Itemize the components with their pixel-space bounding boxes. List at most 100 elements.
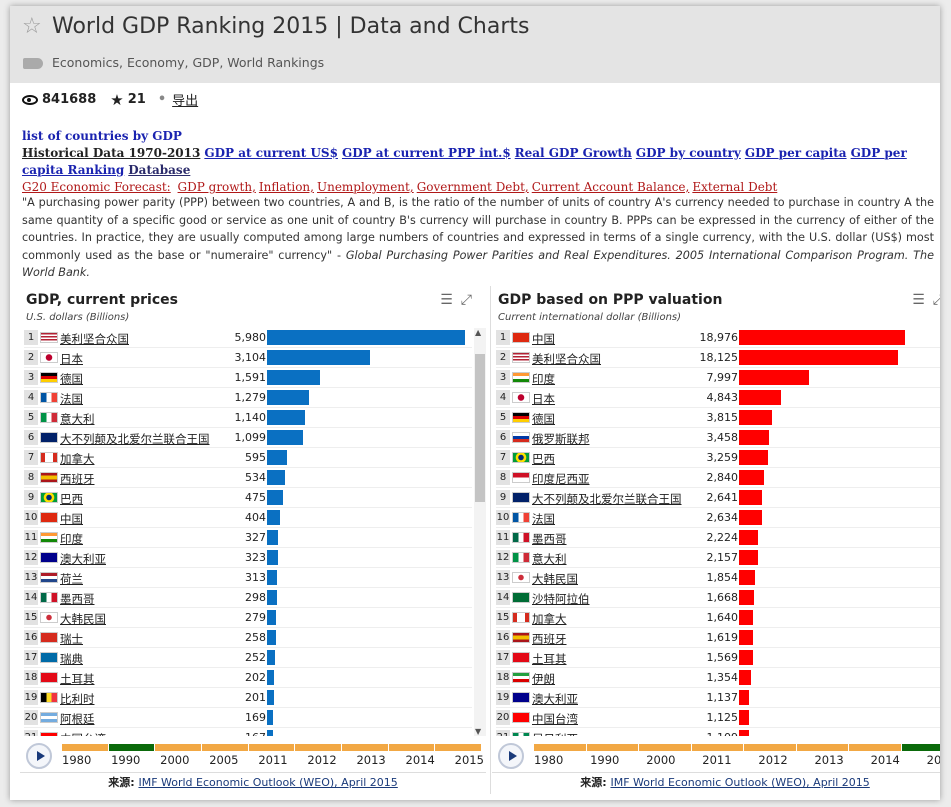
- country-link[interactable]: 大不列颠及北爱尔兰联合王国: [60, 432, 210, 446]
- link-inflation[interactable]: Inflation,: [258, 180, 314, 194]
- timeline-year[interactable]: 1990: [111, 753, 141, 767]
- timeline-year[interactable]: 2014: [870, 753, 900, 767]
- timeline-segment[interactable]: [849, 744, 901, 751]
- country-link[interactable]: 土耳其: [532, 652, 567, 666]
- country-link[interactable]: 瑞典: [60, 652, 83, 666]
- country-link[interactable]: 比利时: [60, 692, 95, 706]
- link-real-gdp-growth[interactable]: Real GDP Growth: [514, 146, 632, 160]
- country-link[interactable]: 土耳其: [60, 672, 95, 686]
- country-link[interactable]: 大韩民国: [532, 572, 578, 586]
- menu-icon[interactable]: ☰: [912, 292, 933, 308]
- country-link[interactable]: 西班牙: [532, 632, 567, 646]
- country-link[interactable]: 阿根廷: [60, 712, 95, 726]
- timeline-segment[interactable]: [586, 744, 638, 751]
- timeline-year[interactable]: 2000: [646, 753, 676, 767]
- play-button[interactable]: [498, 743, 524, 769]
- timeline-year[interactable]: 1980: [62, 753, 92, 767]
- link-gdp-by-country[interactable]: GDP by country: [635, 146, 741, 160]
- timeline-year[interactable]: 2014: [405, 753, 435, 767]
- export-link[interactable]: 导出: [172, 94, 199, 109]
- timeline-year[interactable]: 2011: [702, 753, 732, 767]
- timeline-segment[interactable]: [155, 744, 202, 751]
- timeline-segment[interactable]: [248, 744, 295, 751]
- country-link[interactable]: 荷兰: [60, 572, 83, 586]
- timeline-segment[interactable]: [342, 744, 388, 751]
- timeline-year[interactable]: 1990: [590, 753, 620, 767]
- scrollbar-thumb[interactable]: [475, 354, 485, 502]
- timeline-segment[interactable]: [534, 744, 586, 751]
- link-gdp-ppp[interactable]: GDP at current PPP int.$: [341, 146, 511, 160]
- timeline-track[interactable]: [534, 744, 940, 751]
- country-link[interactable]: 西班牙: [60, 472, 95, 486]
- link-database[interactable]: Database: [128, 163, 191, 177]
- country-link[interactable]: 日本: [532, 392, 555, 406]
- country-link[interactable]: 巴西: [532, 452, 555, 466]
- country-link[interactable]: 尼日利亚: [532, 731, 578, 736]
- timeline-year[interactable]: 2015: [454, 753, 484, 767]
- timeline-segment[interactable]: [435, 744, 482, 751]
- countries-by-gdp-link[interactable]: list of countries by GDP: [22, 129, 182, 143]
- link-gdp-current-usd[interactable]: GDP at current US$: [204, 146, 338, 160]
- country-link[interactable]: 加拿大: [532, 612, 567, 626]
- play-button[interactable]: [26, 743, 52, 769]
- country-link[interactable]: 大不列颠及北爱尔兰联合王国: [532, 492, 682, 506]
- country-link[interactable]: 墨西哥: [60, 592, 95, 606]
- scroll-down-icon[interactable]: ▼: [475, 727, 482, 736]
- country-link[interactable]: 澳大利亚: [60, 552, 106, 566]
- timeline-segment[interactable]: [691, 744, 743, 751]
- country-link[interactable]: 法国: [60, 392, 83, 406]
- country-link[interactable]: 墨西哥: [532, 532, 567, 546]
- link-current-account-balance[interactable]: Current Account Balance,: [531, 180, 690, 194]
- country-link[interactable]: 加拿大: [60, 452, 95, 466]
- link-gdp-growth[interactable]: GDP growth,: [177, 180, 256, 194]
- country-link[interactable]: 意大利: [60, 412, 95, 426]
- source-link[interactable]: IMF World Economic Outlook (WEO), April …: [138, 776, 398, 789]
- timeline-segment[interactable]: [202, 744, 248, 751]
- timeline-segment[interactable]: [796, 744, 848, 751]
- country-link[interactable]: 印度尼西亚: [532, 472, 590, 486]
- link-unemployment[interactable]: Unemployment,: [316, 180, 414, 194]
- timeline-segment[interactable]: [62, 744, 108, 751]
- timeline-year[interactable]: 2005: [209, 753, 239, 767]
- link-government-debt[interactable]: Government Debt,: [416, 180, 529, 194]
- menu-icon[interactable]: ☰: [440, 292, 461, 308]
- source-link[interactable]: IMF World Economic Outlook (WEO), April …: [610, 776, 870, 789]
- country-link[interactable]: 巴西: [60, 492, 83, 506]
- timeline-year[interactable]: 1980: [534, 753, 564, 767]
- fullscreen-icon[interactable]: ⤢: [933, 292, 940, 308]
- country-link[interactable]: 中国: [532, 332, 555, 346]
- country-link[interactable]: 中国: [60, 512, 83, 526]
- country-link[interactable]: 瑞士: [60, 632, 83, 646]
- country-link[interactable]: 德国: [532, 412, 555, 426]
- country-link[interactable]: 美利坚合众国: [60, 332, 129, 346]
- fullscreen-icon[interactable]: ⤢: [460, 292, 480, 308]
- country-link[interactable]: 法国: [532, 512, 555, 526]
- country-link[interactable]: 中国台湾: [60, 731, 106, 736]
- timeline-segment[interactable]: [901, 744, 940, 751]
- link-external-debt[interactable]: External Debt: [692, 180, 778, 194]
- timeline-track[interactable]: [62, 744, 482, 751]
- timeline-year[interactable]: 2013: [814, 753, 844, 767]
- country-link[interactable]: 中国台湾: [532, 712, 578, 726]
- country-link[interactable]: 德国: [60, 372, 83, 386]
- favorite-star-icon[interactable]: ☆: [22, 14, 42, 39]
- timeline-year[interactable]: 2012: [307, 753, 337, 767]
- country-link[interactable]: 日本: [60, 352, 83, 366]
- country-link[interactable]: 意大利: [532, 552, 567, 566]
- link-gdp-per-capita-ranking[interactable]: GDP per capita Ranking: [22, 146, 907, 177]
- link-historical-data[interactable]: Historical Data 1970-2013: [22, 146, 201, 160]
- timeline-year[interactable]: 2011: [258, 753, 288, 767]
- country-link[interactable]: 澳大利亚: [532, 692, 578, 706]
- tag-list[interactable]: Economics, Economy, GDP, World Rankings: [52, 55, 325, 70]
- country-link[interactable]: 印度: [532, 372, 555, 386]
- timeline-segment[interactable]: [388, 744, 435, 751]
- timeline-year[interactable]: 2015: [926, 753, 940, 767]
- country-link[interactable]: 印度: [60, 532, 83, 546]
- scroll-up-icon[interactable]: ▲: [475, 328, 482, 337]
- link-g20-forecast[interactable]: G20 Economic Forecast:: [22, 180, 171, 194]
- timeline-year[interactable]: 2013: [356, 753, 386, 767]
- timeline-segment[interactable]: [295, 744, 342, 751]
- scrollbar[interactable]: ▲ ▼: [474, 328, 486, 736]
- country-link[interactable]: 美利坚合众国: [532, 352, 601, 366]
- country-link[interactable]: 伊朗: [532, 672, 555, 686]
